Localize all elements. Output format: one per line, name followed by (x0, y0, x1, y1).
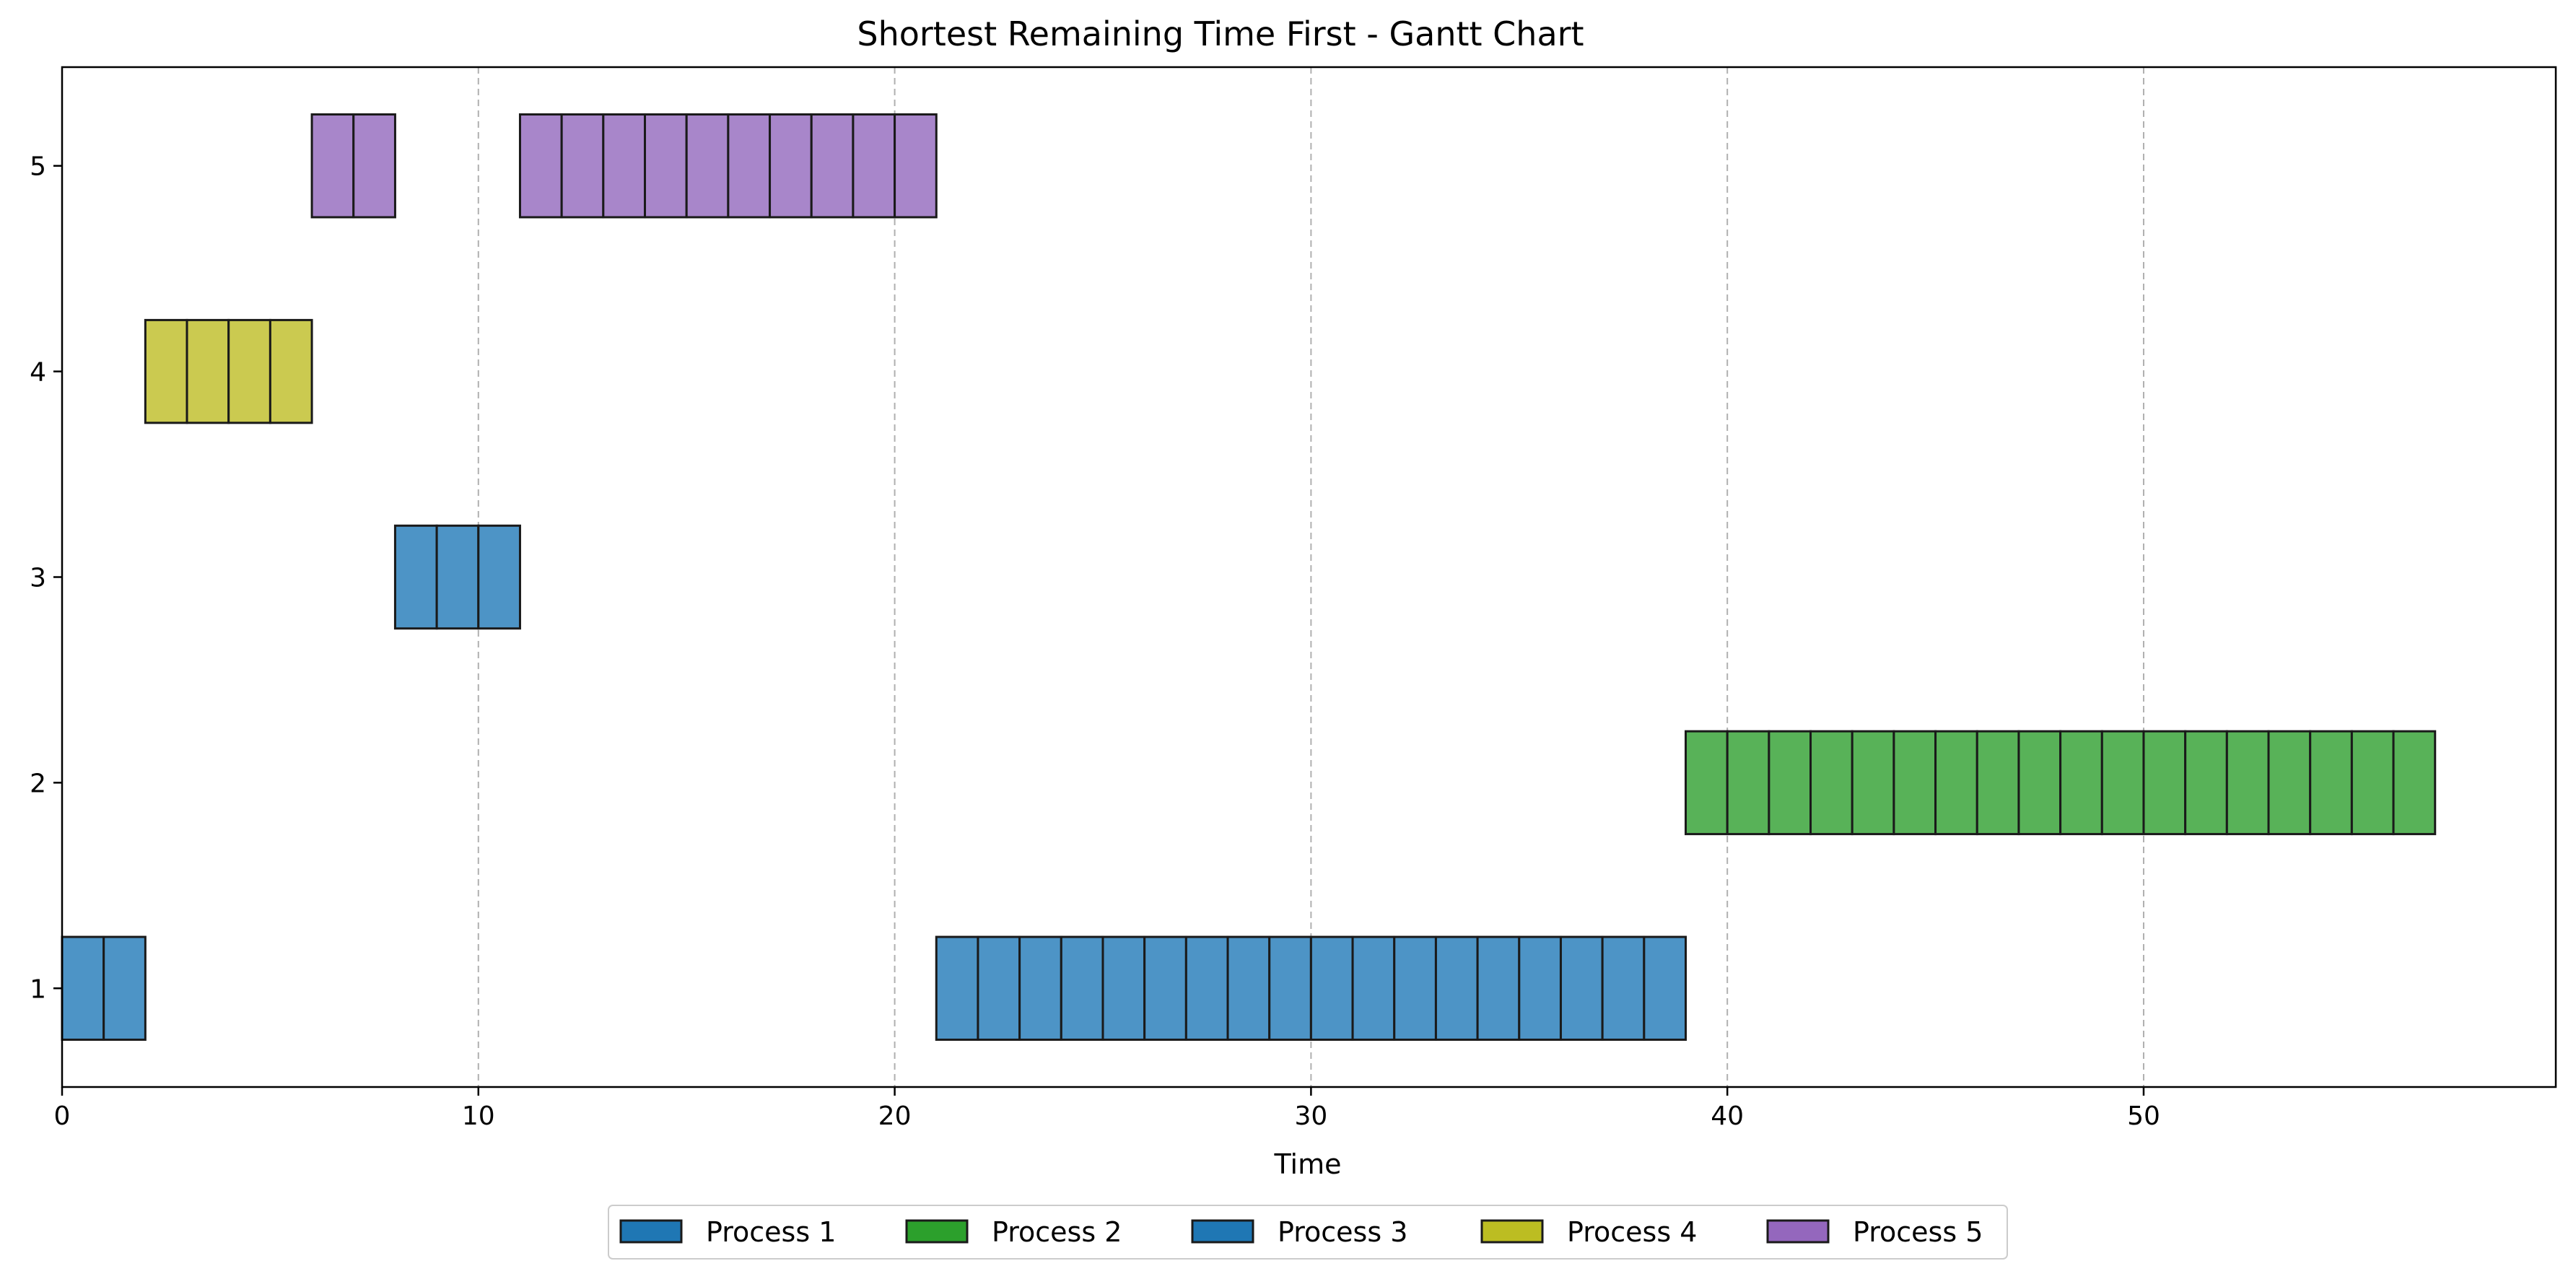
legend-swatch-process-3 (1191, 1219, 1254, 1244)
bar-process-1-seg-9 (1226, 935, 1271, 1041)
bar-process-2-seg-12 (2184, 730, 2228, 836)
bar-process-1-seg-0 (61, 935, 105, 1041)
bar-process-1-seg-16 (1518, 935, 1562, 1041)
bar-process-1-seg-19 (1643, 935, 1687, 1041)
bar-process-5-seg-2 (518, 113, 563, 219)
bar-process-3-seg-2 (477, 524, 521, 630)
bar-process-2-seg-8 (2017, 730, 2062, 836)
bar-process-5-seg-7 (727, 113, 772, 219)
bar-process-1-seg-13 (1393, 935, 1437, 1041)
y-axis-ticks: 1 2 3 4 5 (30, 152, 62, 1004)
y-tick-label-5: 5 (30, 152, 46, 182)
bar-process-1-seg-14 (1434, 935, 1479, 1041)
legend-label-process-1: Process 1 (706, 1216, 836, 1248)
legend-swatch-process-2 (905, 1219, 969, 1244)
legend-label-process-4: Process 4 (1567, 1216, 1697, 1248)
y-tick-label-3: 3 (30, 564, 46, 593)
x-axis-label: Time (1274, 1148, 1342, 1180)
bar-process-1-seg-11 (1309, 935, 1354, 1041)
bar-process-2-seg-13 (2225, 730, 2270, 836)
bar-process-2-seg-11 (2142, 730, 2187, 836)
bar-process-2-seg-5 (1892, 730, 1937, 836)
bar-process-2-seg-3 (1809, 730, 1854, 836)
bar-process-5-seg-9 (810, 113, 855, 219)
bar-process-1-seg-18 (1601, 935, 1646, 1041)
bar-process-4-seg-2 (227, 318, 271, 424)
y-tick-label-1: 1 (30, 974, 46, 1004)
bar-process-1-seg-8 (1184, 935, 1229, 1041)
x-tick-label-50: 50 (2127, 1101, 2160, 1131)
bar-process-3-seg-0 (393, 524, 438, 630)
x-tick-label-40: 40 (1711, 1101, 1744, 1131)
x-tick-label-10: 10 (462, 1101, 495, 1131)
bar-process-5-seg-1 (352, 113, 396, 219)
bar-process-2-seg-15 (2309, 730, 2353, 836)
bar-process-1-seg-17 (1559, 935, 1604, 1041)
y-tick-label-2: 2 (30, 769, 46, 798)
bar-process-2-seg-14 (2267, 730, 2312, 836)
bar-process-1-seg-10 (1268, 935, 1312, 1041)
legend: Process 1 Process 2 Process 3 Process 4 Proc… (608, 1205, 2008, 1260)
bar-process-2-seg-16 (2350, 730, 2395, 836)
bar-process-2-seg-4 (1851, 730, 1895, 836)
bar-process-5-seg-3 (560, 113, 605, 219)
bar-process-1-seg-3 (977, 935, 1021, 1041)
legend-box (608, 1205, 2008, 1260)
bar-process-5-seg-0 (310, 113, 355, 219)
chart-title: Shortest Remaining Time First - Gantt Ch… (857, 14, 1584, 53)
bar-process-1-seg-1 (102, 935, 147, 1041)
bar-process-5-seg-11 (894, 113, 938, 219)
bar-process-5-seg-4 (602, 113, 647, 219)
legend-swatch-process-4 (1480, 1219, 1544, 1244)
bar-process-2-seg-7 (1975, 730, 2020, 836)
bar-process-2-seg-0 (1684, 730, 1729, 836)
x-tick-label-30: 30 (1294, 1101, 1327, 1131)
x-tick-label-0: 0 (54, 1101, 71, 1131)
bar-process-1-seg-15 (1476, 935, 1521, 1041)
grid-lines (477, 67, 2144, 1087)
bar-process-5-seg-8 (769, 113, 813, 219)
bar-process-1-seg-12 (1351, 935, 1396, 1041)
legend-swatch-process-5 (1766, 1219, 1830, 1244)
x-tick-label-20: 20 (878, 1101, 912, 1131)
bar-process-1-seg-6 (1101, 935, 1146, 1041)
bar-process-2-seg-6 (1934, 730, 1978, 836)
bar-process-1-seg-7 (1143, 935, 1187, 1041)
y-tick-label-4: 4 (30, 358, 46, 388)
bar-process-5-seg-6 (685, 113, 730, 219)
bars (61, 113, 2437, 1041)
bar-process-5-seg-10 (852, 113, 896, 219)
bar-process-4-seg-1 (185, 318, 230, 424)
legend-swatch-process-1 (619, 1219, 683, 1244)
bar-process-2-seg-2 (1768, 730, 1812, 836)
bar-process-2-seg-9 (2059, 730, 2103, 836)
bar-process-2-seg-10 (2100, 730, 2145, 836)
bar-process-3-seg-1 (435, 524, 480, 630)
legend-label-process-2: Process 2 (992, 1216, 1122, 1248)
bar-process-2-seg-1 (1726, 730, 1771, 836)
bar-process-1-seg-5 (1060, 935, 1104, 1041)
bar-process-2-seg-17 (2392, 730, 2437, 836)
bar-process-1-seg-2 (935, 935, 979, 1041)
legend-label-process-5: Process 5 (1853, 1216, 1983, 1248)
bar-process-4-seg-0 (144, 318, 188, 424)
legend-label-process-3: Process 3 (1278, 1216, 1407, 1248)
bar-process-5-seg-5 (644, 113, 688, 219)
bar-process-1-seg-4 (1018, 935, 1062, 1041)
bar-process-4-seg-3 (268, 318, 313, 424)
x-axis-ticks: 0 10 20 30 40 50 (54, 1087, 2160, 1131)
